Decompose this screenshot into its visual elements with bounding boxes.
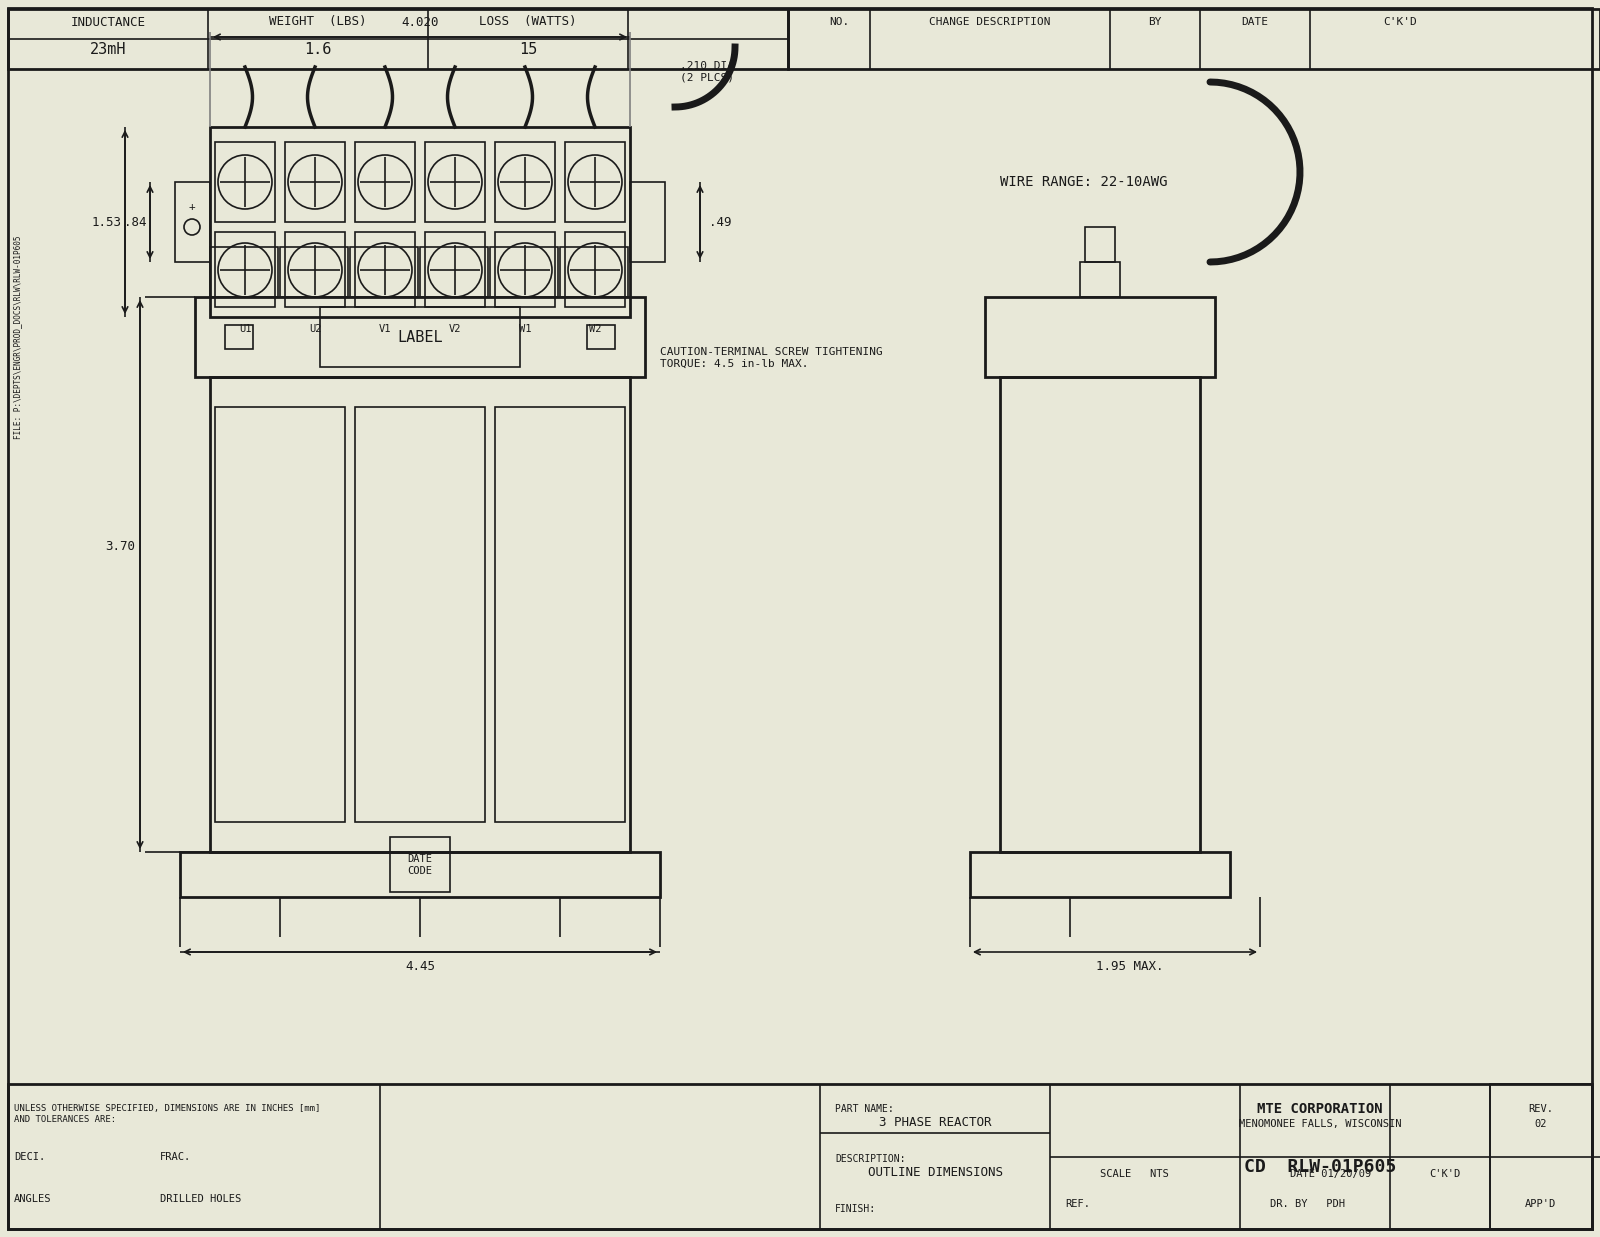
Text: WIRE RANGE: 22-10AWG: WIRE RANGE: 22-10AWG xyxy=(1000,174,1168,189)
Text: +: + xyxy=(189,202,195,212)
Text: .84: .84 xyxy=(123,215,146,229)
Bar xyxy=(210,247,278,297)
Text: DECI.: DECI. xyxy=(14,1152,45,1162)
Text: 1.95 MAX.: 1.95 MAX. xyxy=(1096,960,1163,974)
Text: LOSS  (WATTS): LOSS (WATTS) xyxy=(480,16,576,28)
Text: DESCRIPTION:: DESCRIPTION: xyxy=(835,1154,906,1164)
Text: W1: W1 xyxy=(518,324,531,334)
Bar xyxy=(214,233,275,307)
Text: MENOMONEE FALLS, WISCONSIN: MENOMONEE FALLS, WISCONSIN xyxy=(1238,1119,1402,1129)
Bar xyxy=(350,247,418,297)
Text: DR. BY   PDH: DR. BY PDH xyxy=(1270,1199,1346,1209)
Bar xyxy=(1080,262,1120,297)
Bar xyxy=(560,247,627,297)
Bar xyxy=(494,142,555,221)
Bar xyxy=(494,407,626,823)
Text: .49: .49 xyxy=(709,215,731,229)
Bar xyxy=(986,297,1214,377)
Text: CD  RLW-01P605: CD RLW-01P605 xyxy=(1243,1158,1397,1176)
Text: REV.: REV. xyxy=(1528,1103,1554,1115)
Bar xyxy=(565,233,626,307)
Bar xyxy=(390,837,450,892)
Text: DATE
CODE: DATE CODE xyxy=(408,855,432,876)
Text: 4.020: 4.020 xyxy=(402,16,438,28)
Text: 3 PHASE REACTOR: 3 PHASE REACTOR xyxy=(878,1116,992,1128)
Bar xyxy=(320,307,520,367)
Text: 02: 02 xyxy=(1534,1119,1547,1129)
Bar xyxy=(210,377,630,852)
Text: MTE CORPORATION: MTE CORPORATION xyxy=(1258,1102,1382,1116)
Text: 1.6: 1.6 xyxy=(304,42,331,57)
Text: U1: U1 xyxy=(238,324,251,334)
Text: U2: U2 xyxy=(309,324,322,334)
Bar xyxy=(565,142,626,221)
Text: C'K'D: C'K'D xyxy=(1382,17,1418,27)
Bar xyxy=(174,182,210,262)
Text: 4.45: 4.45 xyxy=(405,960,435,974)
Text: ANGLES: ANGLES xyxy=(14,1194,51,1204)
Bar xyxy=(214,142,275,221)
Text: CHANGE DESCRIPTION: CHANGE DESCRIPTION xyxy=(930,17,1051,27)
Bar xyxy=(490,247,558,297)
Text: OUTLINE DIMENSIONS: OUTLINE DIMENSIONS xyxy=(867,1165,1003,1179)
Bar xyxy=(787,9,1600,69)
Bar xyxy=(1000,377,1200,852)
Bar xyxy=(355,233,414,307)
Bar xyxy=(285,233,346,307)
Bar xyxy=(285,142,346,221)
Text: DATE 01/20/09: DATE 01/20/09 xyxy=(1290,1169,1371,1179)
Text: BY: BY xyxy=(1149,17,1162,27)
Text: C'K'D: C'K'D xyxy=(1429,1169,1461,1179)
Text: V2: V2 xyxy=(448,324,461,334)
Bar xyxy=(426,233,485,307)
Bar xyxy=(1490,1084,1592,1230)
Text: W2: W2 xyxy=(589,324,602,334)
Text: .210 DIA
(2 PLCS): .210 DIA (2 PLCS) xyxy=(680,61,734,83)
Text: PART NAME:: PART NAME: xyxy=(835,1103,894,1115)
Text: NO.: NO. xyxy=(829,17,850,27)
Bar xyxy=(494,233,555,307)
Bar xyxy=(210,127,630,317)
Bar xyxy=(355,142,414,221)
Text: FRAC.: FRAC. xyxy=(160,1152,192,1162)
Bar xyxy=(226,325,253,349)
Bar xyxy=(426,142,485,221)
Bar xyxy=(630,182,666,262)
Bar xyxy=(419,247,488,297)
Text: UNLESS OTHERWISE SPECIFIED, DIMENSIONS ARE IN INCHES [mm]
AND TOLERANCES ARE:: UNLESS OTHERWISE SPECIFIED, DIMENSIONS A… xyxy=(14,1105,320,1123)
Bar xyxy=(8,1084,1592,1230)
Text: 1.53: 1.53 xyxy=(93,215,122,229)
Text: DATE: DATE xyxy=(1242,17,1269,27)
Text: FILE: P:\DEPTS\ENGR\PROD_DOCS\RLW\RLW-01P605: FILE: P:\DEPTS\ENGR\PROD_DOCS\RLW\RLW-01… xyxy=(13,235,22,439)
Bar xyxy=(1085,228,1115,262)
Bar xyxy=(214,407,346,823)
Text: 15: 15 xyxy=(518,42,538,57)
Text: 3.70: 3.70 xyxy=(106,541,134,553)
Text: INDUCTANCE: INDUCTANCE xyxy=(70,16,146,28)
Bar xyxy=(280,247,349,297)
Text: WEIGHT  (LBS): WEIGHT (LBS) xyxy=(269,16,366,28)
Bar xyxy=(970,852,1230,897)
Text: V1: V1 xyxy=(379,324,392,334)
Text: CAUTION-TERMINAL SCREW TIGHTENING
TORQUE: 4.5 in-lb MAX.: CAUTION-TERMINAL SCREW TIGHTENING TORQUE… xyxy=(661,348,883,369)
Bar xyxy=(587,325,614,349)
Bar xyxy=(8,9,787,69)
Text: APP'D: APP'D xyxy=(1525,1199,1555,1209)
Text: 23mH: 23mH xyxy=(90,42,126,57)
Text: REF.: REF. xyxy=(1066,1199,1090,1209)
Bar xyxy=(179,852,661,897)
Bar xyxy=(195,297,645,377)
Bar xyxy=(355,407,485,823)
Text: LABEL: LABEL xyxy=(397,329,443,344)
Text: SCALE   NTS: SCALE NTS xyxy=(1101,1169,1168,1179)
Text: FINISH:: FINISH: xyxy=(835,1204,877,1213)
Text: DRILLED HOLES: DRILLED HOLES xyxy=(160,1194,242,1204)
